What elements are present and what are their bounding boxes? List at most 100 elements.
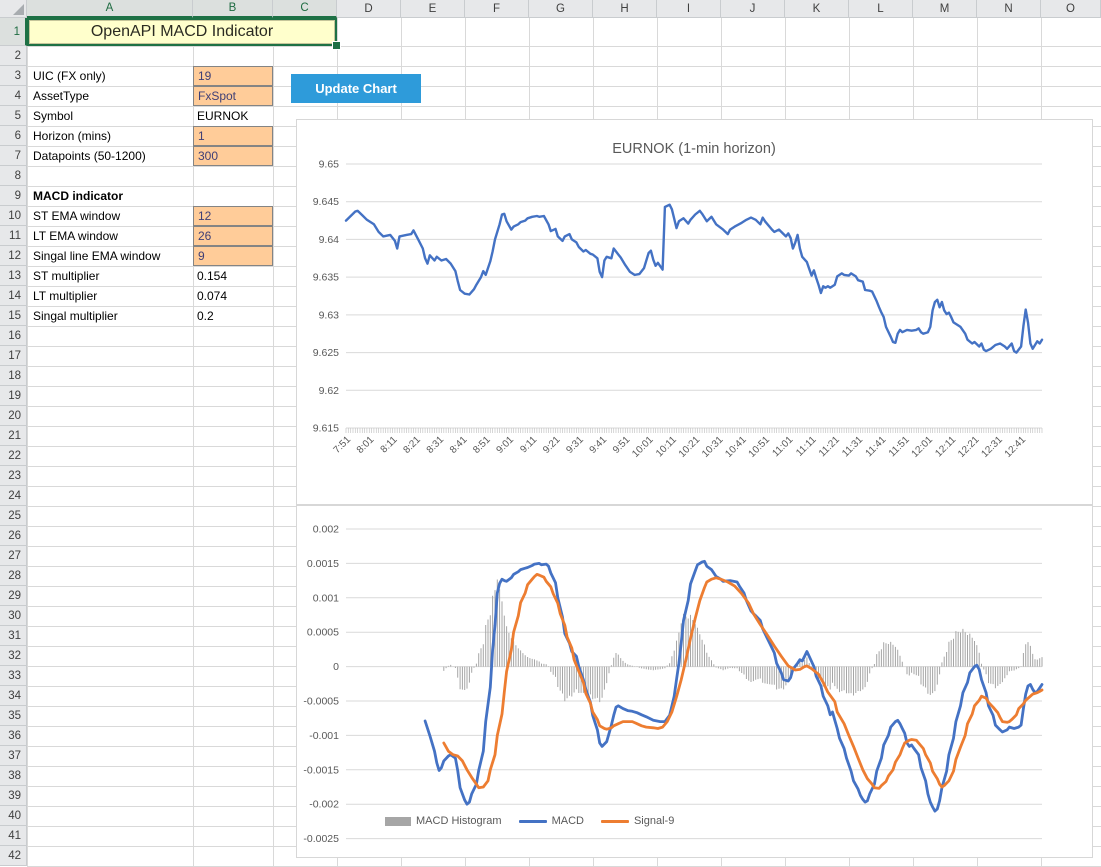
row-header-14[interactable]: 14	[0, 286, 27, 306]
row-header-1[interactable]: 1	[0, 18, 27, 46]
cell-b11-lt-ema-window-value[interactable]: 26	[193, 226, 273, 246]
cell-b12-singal-line-ema-window-value[interactable]: 9	[193, 246, 273, 266]
column-header-a[interactable]: A	[27, 0, 193, 18]
cell-a11-lt-ema-window-label[interactable]: LT EMA window	[28, 226, 192, 246]
cell-b5-symbol-value[interactable]: EURNOK	[193, 106, 273, 126]
column-header-k[interactable]: K	[785, 0, 849, 18]
row-header-31[interactable]: 31	[0, 626, 27, 646]
macd-chart[interactable]: 0.0020.00150.0010.00050-0.0005-0.001-0.0…	[296, 505, 1093, 858]
column-header-m[interactable]: M	[913, 0, 977, 18]
column-header-g[interactable]: G	[529, 0, 593, 18]
column-header-h[interactable]: H	[593, 0, 657, 18]
row-header-40[interactable]: 40	[0, 806, 27, 826]
legend-item-signal-9[interactable]: Signal-9	[601, 815, 674, 827]
row-header-12[interactable]: 12	[0, 246, 27, 266]
price-chart[interactable]: 9.659.6459.649.6359.639.6259.629.6157:51…	[296, 119, 1093, 505]
row-header-4[interactable]: 4	[0, 86, 27, 106]
column-header-f[interactable]: F	[465, 0, 529, 18]
row-header-15[interactable]: 15	[0, 306, 27, 326]
selection-fill-handle[interactable]	[332, 41, 341, 50]
svg-text:8:51: 8:51	[471, 434, 493, 456]
row-header-20[interactable]: 20	[0, 406, 27, 426]
svg-text:0.0015: 0.0015	[307, 558, 339, 570]
row-header-13[interactable]: 13	[0, 266, 27, 286]
row-header-30[interactable]: 30	[0, 606, 27, 626]
column-header-c[interactable]: C	[273, 0, 337, 18]
title-cell[interactable]: OpenAPI MACD Indicator	[27, 18, 337, 46]
row-header-29[interactable]: 29	[0, 586, 27, 606]
row-header-9[interactable]: 9	[0, 186, 27, 206]
cell-b10-st-ema-window-value[interactable]: 12	[193, 206, 273, 226]
update-chart-button[interactable]: Update Chart	[291, 74, 421, 103]
cell-a10-st-ema-window-label[interactable]: ST EMA window	[28, 206, 192, 226]
row-header-28[interactable]: 28	[0, 566, 27, 586]
chart-legend: MACD Histogram MACD Signal-9	[385, 815, 674, 827]
row-header-33[interactable]: 33	[0, 666, 27, 686]
row-header-42[interactable]: 42	[0, 846, 27, 866]
cell-b13-st-multiplier-value[interactable]: 0.154	[193, 266, 273, 286]
legend-item-macd[interactable]: MACD	[519, 815, 584, 827]
column-header-e[interactable]: E	[401, 0, 465, 18]
cell-b14-lt-multiplier-value[interactable]: 0.074	[193, 286, 273, 306]
cell-a9-macd-indicator-label[interactable]: MACD indicator	[28, 186, 192, 206]
row-header-32[interactable]: 32	[0, 646, 27, 666]
cell-b15-singal-multiplier-value[interactable]: 0.2	[193, 306, 273, 326]
row-header-7[interactable]: 7	[0, 146, 27, 166]
column-header-i[interactable]: I	[657, 0, 721, 18]
row-header-18[interactable]: 18	[0, 366, 27, 386]
column-header-b[interactable]: B	[193, 0, 273, 18]
row-header-6[interactable]: 6	[0, 126, 27, 146]
row-header-10[interactable]: 10	[0, 206, 27, 226]
cell-a13-st-multiplier-label[interactable]: ST multiplier	[28, 266, 192, 286]
row-header-11[interactable]: 11	[0, 226, 27, 246]
row-header-27[interactable]: 27	[0, 546, 27, 566]
cell-b3-uic-fx-only-value[interactable]: 19	[193, 66, 273, 86]
row-header-26[interactable]: 26	[0, 526, 27, 546]
svg-text:0.0005: 0.0005	[307, 627, 339, 639]
column-header-d[interactable]: D	[337, 0, 401, 18]
row-header-36[interactable]: 36	[0, 726, 27, 746]
row-header-3[interactable]: 3	[0, 66, 27, 86]
row-header-22[interactable]: 22	[0, 446, 27, 466]
cell-a4-assettype-label[interactable]: AssetType	[28, 86, 192, 106]
cell-b7-datapoints-50-1200-value[interactable]: 300	[193, 146, 273, 166]
column-header-n[interactable]: N	[977, 0, 1041, 18]
cell-a3-uic-fx-only-label[interactable]: UIC (FX only)	[28, 66, 192, 86]
row-header-17[interactable]: 17	[0, 346, 27, 366]
svg-text:12:11: 12:11	[933, 434, 958, 459]
select-all-corner[interactable]	[0, 0, 27, 18]
svg-text:12:31: 12:31	[979, 434, 1005, 460]
row-header-25[interactable]: 25	[0, 506, 27, 526]
cell-a7-datapoints-50-1200-label[interactable]: Datapoints (50-1200)	[28, 146, 192, 166]
row-header-2[interactable]: 2	[0, 46, 27, 66]
cell-b6-horizon-mins-value[interactable]: 1	[193, 126, 273, 146]
legend-macd-histogram-swatch	[385, 817, 411, 826]
column-header-l[interactable]: L	[849, 0, 913, 18]
macd-chart-canvas: 0.0020.00150.0010.00050-0.0005-0.001-0.0…	[297, 506, 1092, 857]
row-header-35[interactable]: 35	[0, 706, 27, 726]
cell-a14-lt-multiplier-label[interactable]: LT multiplier	[28, 286, 192, 306]
excel-window: ABCDEFGHIJKLMNO1234567891011121314151617…	[0, 0, 1101, 867]
cell-a6-horizon-mins-label[interactable]: Horizon (mins)	[28, 126, 192, 146]
row-header-5[interactable]: 5	[0, 106, 27, 126]
row-header-34[interactable]: 34	[0, 686, 27, 706]
row-header-24[interactable]: 24	[0, 486, 27, 506]
row-header-38[interactable]: 38	[0, 766, 27, 786]
svg-text:-0.0005: -0.0005	[303, 696, 339, 708]
row-header-21[interactable]: 21	[0, 426, 27, 446]
row-header-23[interactable]: 23	[0, 466, 27, 486]
row-header-39[interactable]: 39	[0, 786, 27, 806]
cell-a15-singal-multiplier-label[interactable]: Singal multiplier	[28, 306, 192, 326]
row-header-8[interactable]: 8	[0, 166, 27, 186]
cell-a12-singal-line-ema-window-label[interactable]: Singal line EMA window	[28, 246, 192, 266]
price-line	[346, 205, 1042, 353]
row-header-19[interactable]: 19	[0, 386, 27, 406]
row-header-16[interactable]: 16	[0, 326, 27, 346]
cell-a5-symbol-label[interactable]: Symbol	[28, 106, 192, 126]
column-header-j[interactable]: J	[721, 0, 785, 18]
row-header-41[interactable]: 41	[0, 826, 27, 846]
row-header-37[interactable]: 37	[0, 746, 27, 766]
cell-b4-assettype-value[interactable]: FxSpot	[193, 86, 273, 106]
column-header-o[interactable]: O	[1041, 0, 1101, 18]
legend-item-macd-histogram[interactable]: MACD Histogram	[385, 815, 502, 827]
